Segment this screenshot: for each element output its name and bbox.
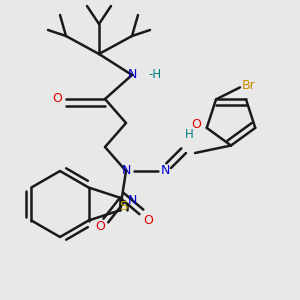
Text: S: S (119, 200, 127, 213)
Text: O: O (95, 220, 105, 233)
Text: N: N (127, 68, 137, 82)
Text: Br: Br (242, 80, 256, 92)
Text: O: O (52, 92, 62, 106)
Text: O: O (143, 214, 153, 227)
Text: N: N (121, 164, 131, 178)
Text: H: H (184, 128, 194, 142)
Text: O: O (191, 118, 201, 131)
Text: N: N (160, 164, 170, 178)
Text: N: N (127, 194, 137, 208)
Text: -H: -H (148, 68, 161, 82)
